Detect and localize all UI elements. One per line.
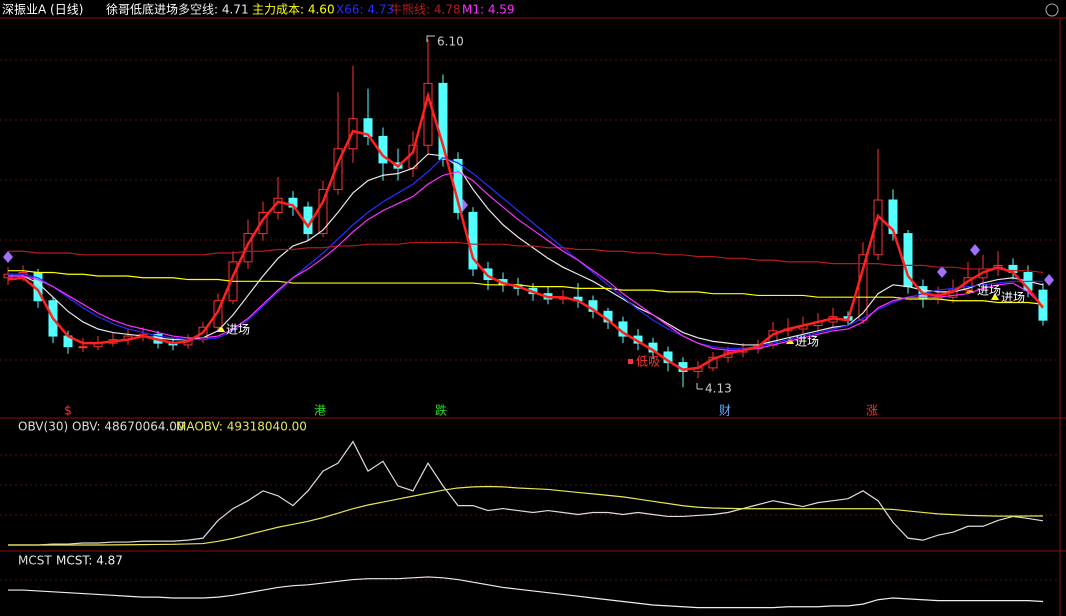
indicator-name: 徐哥低底进场 [106,2,178,17]
legend-entry: X66: 4.73 [336,3,394,17]
annotation: 6.10 [437,35,464,49]
diamond [3,251,13,263]
annotation: 进场 [226,323,250,337]
pointer [696,383,703,390]
candle-body [333,148,343,190]
legend-entry: MCST: 4.87 [56,554,123,568]
legend-entry: 主力成本: 4.60 [252,3,335,17]
series-line [7,91,1044,371]
legend-entry: 牛熊线: 4.78 [390,2,461,17]
candle-body [78,346,88,349]
series-line [8,153,1044,346]
event-marker: 涨 [866,403,878,418]
series-line [8,270,1044,305]
legend-entry: MAOBV: 49318040.00 [176,420,307,434]
candle-body [318,188,328,235]
series-line [8,156,1043,350]
candle-body [1038,289,1048,321]
chart-title: 深振业A (日线) [2,3,83,17]
series-line [8,241,1044,274]
annotation: 进场 [1001,291,1025,305]
signal-diamonds [3,199,1054,286]
series-line [8,440,1044,546]
panel-title: MCST [18,554,52,568]
candle-body [213,300,223,328]
panel-title: OBV(30) [18,420,68,434]
annotation: 进场 [795,335,819,349]
frame [0,3,1066,616]
diamond [937,266,947,278]
series-line [8,171,1044,351]
candle-body [438,82,448,160]
diamond [970,244,980,256]
series-line [8,576,1044,609]
settings-icon[interactable] [1045,3,1059,17]
candle-body [258,211,268,235]
legend-entry: M1: 4.59 [462,3,515,17]
event-marker: 跌 [435,403,447,418]
annotation: 进场 [977,284,1001,298]
annotation: 低吸 [636,355,660,369]
series-line [8,485,1044,546]
legend-entry: OBV: 48670064.00 [72,420,185,434]
square [628,359,633,364]
triangle [991,293,999,300]
event-marker: $ [64,404,72,418]
event-marker: 港 [314,404,326,418]
annotation: 4.13 [705,382,732,396]
candle-body [858,254,868,321]
event-marker: 财 [719,404,731,418]
candle-body [243,233,253,263]
legend-entry: 多空线: 4.71 [178,3,249,17]
diamond [1044,274,1054,286]
pointer [426,35,435,42]
